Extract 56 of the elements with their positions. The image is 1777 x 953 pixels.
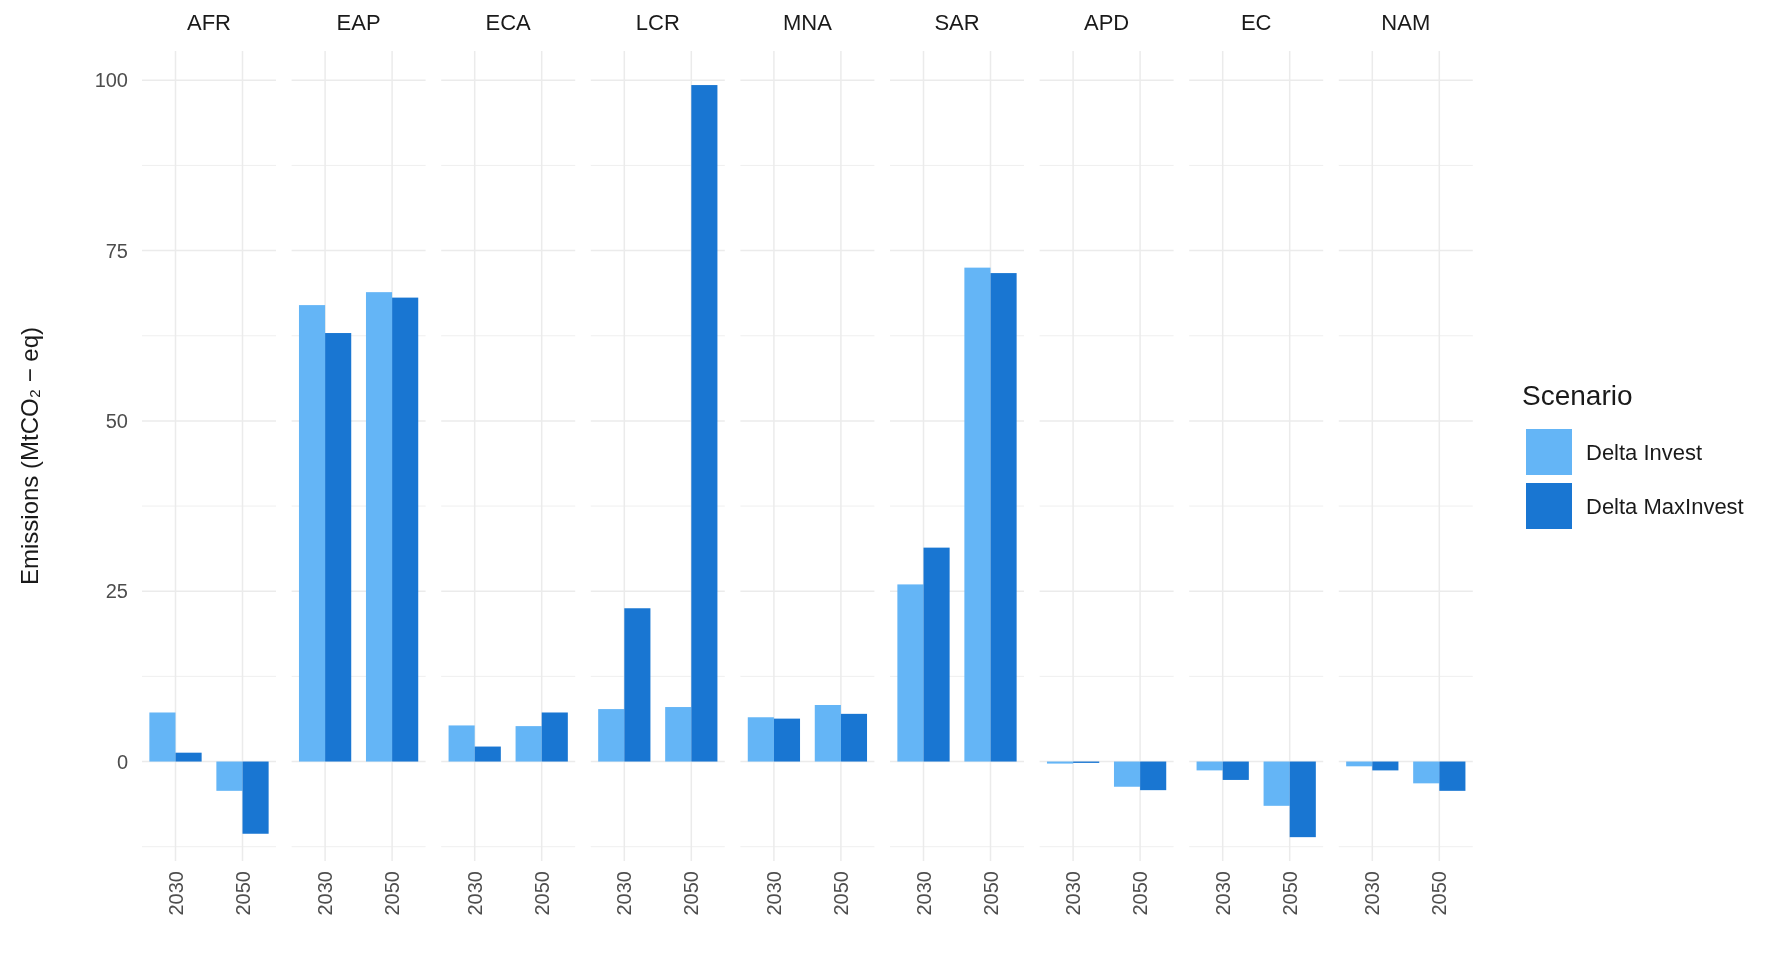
bar: [840, 713, 868, 762]
y-tick-label: 75: [105, 239, 128, 262]
chart-title: LCR: [635, 10, 680, 35]
bar: [541, 712, 568, 762]
y-tick-label: 50: [105, 409, 128, 432]
chart-title: NAM: [1381, 10, 1431, 35]
x-tick-label: 2030: [1211, 871, 1234, 916]
chart-title: EAP: [336, 10, 381, 35]
chart-title: APD: [1083, 10, 1130, 35]
x-tick-label: 2030: [314, 871, 337, 916]
y-tick-label: 100: [94, 69, 128, 92]
x-tick-label: 2030: [1062, 871, 1085, 916]
x-tick-label: 2050: [979, 871, 1002, 916]
chart-title: SAR: [934, 10, 980, 35]
bar: [515, 726, 542, 762]
chart-title: ECA: [485, 10, 532, 35]
legend-label: Delta Invest: [1586, 439, 1703, 465]
bar: [897, 584, 924, 762]
x-tick-label: 2050: [381, 871, 404, 916]
x-tick-label: 2030: [613, 871, 636, 916]
bar: [242, 761, 269, 834]
bar: [598, 709, 625, 762]
x-tick-label: 2050: [829, 871, 852, 916]
x-tick-label: 2030: [1361, 871, 1384, 916]
bar: [990, 273, 1017, 762]
bar: [964, 267, 991, 762]
bar: [923, 547, 950, 762]
x-tick-label: 2050: [231, 871, 254, 916]
bar: [175, 752, 202, 762]
bar: [624, 608, 651, 762]
bar: [474, 746, 501, 762]
chart-title: EC: [1240, 10, 1272, 35]
y-axis-title: Emissions (MtCO₂ − eq): [16, 326, 43, 586]
x-tick-label: 2030: [762, 871, 785, 916]
x-tick-label: 2050: [1278, 871, 1301, 916]
y-tick-label: 0: [116, 750, 128, 773]
x-tick-label: 2030: [164, 871, 187, 916]
chart-title: AFR: [187, 10, 231, 35]
x-tick-label: 2030: [463, 871, 486, 916]
bar: [814, 705, 841, 762]
legend-title: Scenario: [1522, 380, 1633, 411]
bar: [216, 761, 243, 791]
x-tick-label: 2050: [680, 871, 703, 916]
bar: [691, 85, 718, 762]
x-tick-label: 2030: [912, 871, 935, 916]
bar: [448, 725, 475, 762]
x-tick-label: 2050: [1129, 871, 1152, 916]
bar: [773, 718, 801, 762]
x-tick-label: 2050: [1428, 871, 1451, 916]
x-tick-label: 2050: [530, 871, 553, 916]
bar: [747, 717, 774, 762]
bar: [149, 712, 176, 762]
chart-title: MNA: [782, 10, 833, 35]
bar: [665, 707, 692, 762]
y-tick-label: 25: [105, 580, 128, 603]
legend-label: Delta MaxInvest: [1586, 493, 1744, 519]
